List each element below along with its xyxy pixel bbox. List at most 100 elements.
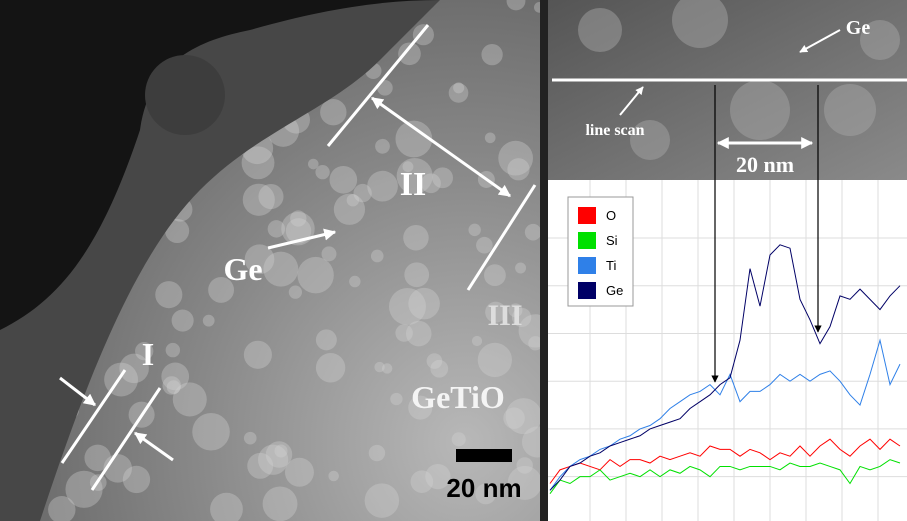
label: line scan (585, 122, 644, 139)
particle (329, 165, 358, 194)
particle (161, 362, 190, 391)
legend-swatch (578, 257, 596, 274)
particle (258, 444, 289, 475)
particle (165, 342, 181, 358)
particle (511, 307, 532, 328)
particle (484, 132, 496, 144)
particle (315, 353, 346, 383)
particle (398, 42, 421, 66)
particle (476, 236, 493, 254)
particle (315, 329, 337, 351)
legend-swatch (578, 282, 596, 299)
particle (210, 492, 243, 521)
particle (498, 140, 534, 176)
series-line (549, 459, 901, 495)
particle (284, 457, 314, 487)
particle (172, 382, 207, 417)
label: Ge (846, 17, 871, 39)
legend-label: O (606, 208, 616, 223)
particle (410, 470, 434, 493)
series-line (549, 244, 901, 491)
divider (540, 0, 548, 521)
particle (135, 342, 154, 361)
particle (349, 275, 361, 288)
particle (375, 138, 390, 154)
particle (388, 287, 426, 326)
particle (412, 24, 434, 46)
particle (288, 285, 303, 299)
particle (425, 463, 451, 490)
particle (165, 218, 190, 244)
particle (481, 43, 503, 66)
particle (508, 303, 523, 318)
label: GeTiO (411, 379, 505, 415)
scale-label: 20 nm (736, 152, 794, 177)
scale-bar (456, 449, 512, 462)
particle (320, 99, 347, 126)
particle (524, 223, 540, 241)
particle (162, 376, 182, 395)
particle (84, 444, 111, 472)
particle (321, 246, 337, 262)
particle (518, 314, 540, 348)
particle (155, 281, 183, 309)
particle (468, 223, 481, 237)
particle (48, 496, 76, 521)
particle (451, 432, 466, 447)
particle (381, 363, 393, 374)
legend-label: Ti (606, 258, 616, 273)
label: I (142, 336, 154, 372)
particle (297, 256, 334, 294)
label: Ge (223, 251, 262, 287)
particle (242, 183, 275, 216)
particle (485, 301, 507, 323)
particle (403, 224, 429, 251)
particle (448, 83, 469, 103)
particle (274, 444, 288, 458)
particle (475, 483, 497, 505)
particle (516, 457, 533, 474)
particle (430, 359, 449, 378)
label: II (400, 166, 426, 203)
particle (484, 264, 506, 287)
particle (533, 2, 540, 13)
particle (353, 183, 372, 203)
particle (507, 465, 540, 500)
particle (171, 309, 194, 332)
scale-label: 20 nm (446, 473, 521, 503)
particle (122, 465, 151, 494)
particle (390, 392, 403, 406)
particle (243, 340, 272, 369)
particle (166, 380, 181, 394)
particle (408, 395, 433, 420)
particle (267, 220, 286, 238)
particle (521, 426, 540, 458)
particle (503, 407, 525, 429)
particle (374, 361, 385, 373)
particle (265, 441, 293, 468)
particle (208, 276, 235, 303)
particle (315, 164, 330, 180)
particle (515, 262, 527, 274)
particle (307, 158, 319, 170)
particle (432, 167, 454, 189)
particle (477, 342, 513, 378)
particle (258, 183, 284, 210)
particle (506, 0, 526, 11)
series-line (549, 438, 901, 484)
particle (346, 193, 360, 207)
particle (426, 353, 443, 369)
particle (507, 158, 530, 181)
legend-swatch (578, 232, 596, 249)
particle (241, 146, 275, 180)
particle (404, 262, 430, 288)
legend-label: Si (606, 233, 618, 248)
particle (281, 211, 315, 246)
particle (202, 314, 215, 327)
particle (262, 486, 298, 521)
particle (328, 470, 339, 482)
particle (395, 324, 413, 342)
particle (405, 320, 432, 347)
particle (192, 412, 230, 451)
